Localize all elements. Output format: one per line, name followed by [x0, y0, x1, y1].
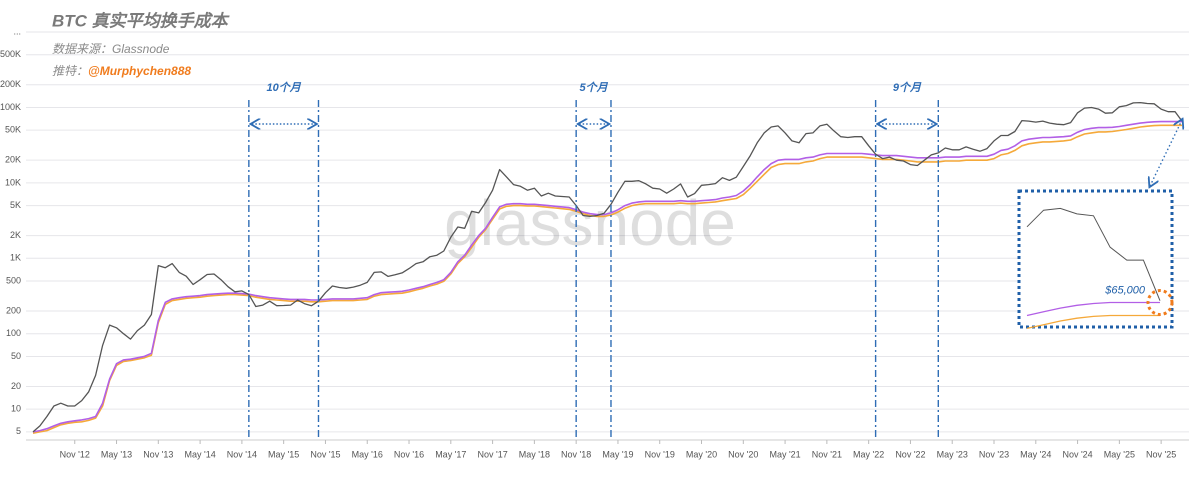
x-tick-label: Nov '16 — [394, 449, 424, 459]
inset-line — [1026, 314, 1160, 330]
x-tick-label: May '18 — [519, 449, 550, 459]
x-tick-label: Nov '17 — [477, 449, 507, 459]
x-tick-label: Nov '12 — [60, 449, 90, 459]
series-line — [32, 120, 1182, 433]
period-label: 10个月 — [267, 81, 302, 94]
x-tick-label: May '25 — [1104, 449, 1135, 459]
x-tick-label: Nov '13 — [143, 449, 173, 459]
period-label: 5个月 — [580, 81, 609, 94]
y-tick-label: 200 — [6, 305, 21, 315]
x-tick-label: May '14 — [184, 449, 215, 459]
y-tick-label: 20 — [11, 381, 21, 391]
x-tick-label: Nov '24 — [1062, 449, 1092, 459]
x-tick-label: May '24 — [1020, 449, 1051, 459]
x-tick-label: May '15 — [268, 449, 299, 459]
x-tick-label: May '17 — [435, 449, 466, 459]
series-line — [32, 124, 1182, 434]
x-tick-label: May '16 — [352, 449, 383, 459]
source: 数据来源：Glassnode — [52, 42, 170, 56]
twitter-label: 推特： — [52, 64, 88, 78]
plot — [32, 100, 1183, 440]
x-tick-label: May '21 — [769, 449, 800, 459]
x-tick-label: May '13 — [101, 449, 132, 459]
twitter-handle: @Murphychen888 — [88, 64, 191, 78]
inset-pointer — [1150, 120, 1182, 186]
y-tick-label: ... — [13, 26, 21, 36]
y-tick-label: 20K — [5, 155, 21, 165]
y-tick-label: 10 — [11, 404, 21, 414]
x-tick-label: May '20 — [686, 449, 717, 459]
x-tick-label: May '19 — [602, 449, 633, 459]
inset-line — [1026, 207, 1161, 301]
y-tick-label: 5K — [10, 200, 21, 210]
series-line — [32, 101, 1183, 433]
x-tick-label: Nov '18 — [561, 449, 591, 459]
x-tick-label: Nov '25 — [1146, 449, 1176, 459]
y-tick-label: 50 — [11, 351, 21, 361]
y-tick-label: 200K — [0, 79, 21, 89]
y-tick-label: 100K — [0, 102, 21, 112]
inset-highlight — [1146, 289, 1174, 317]
y-tick-label: 10K — [5, 177, 21, 187]
y-tick-label: 100 — [6, 328, 21, 338]
y-tick-label: 2K — [10, 230, 21, 240]
x-tick-label: Nov '20 — [728, 449, 758, 459]
grid — [26, 31, 1189, 444]
y-tick-label: 1K — [10, 253, 21, 263]
inset-line — [1026, 301, 1160, 317]
period-label: 9个月 — [893, 81, 922, 94]
watermark: glassnode — [444, 187, 736, 259]
y-tick-label: 5 — [16, 426, 21, 436]
x-tick-label: Nov '22 — [895, 449, 925, 459]
x-tick-label: May '23 — [937, 449, 968, 459]
x-tick-label: Nov '21 — [812, 449, 842, 459]
x-tick-label: Nov '14 — [227, 449, 257, 459]
y-tick-label: 500 — [6, 275, 21, 285]
x-tick-label: Nov '19 — [645, 449, 675, 459]
y-tick-label: 500K — [0, 49, 21, 59]
y-tick-label: 50K — [5, 125, 21, 135]
chart-title: BTC 真实平均换手成本 — [52, 11, 231, 30]
inset-label: $65,000 — [1104, 284, 1146, 296]
x-tick-label: Nov '23 — [979, 449, 1009, 459]
inset-box — [1017, 189, 1174, 329]
x-tick-label: May '22 — [853, 449, 884, 459]
twitter-line: 推特：@Murphychen888 — [52, 64, 191, 78]
x-tick-label: Nov '15 — [310, 449, 340, 459]
